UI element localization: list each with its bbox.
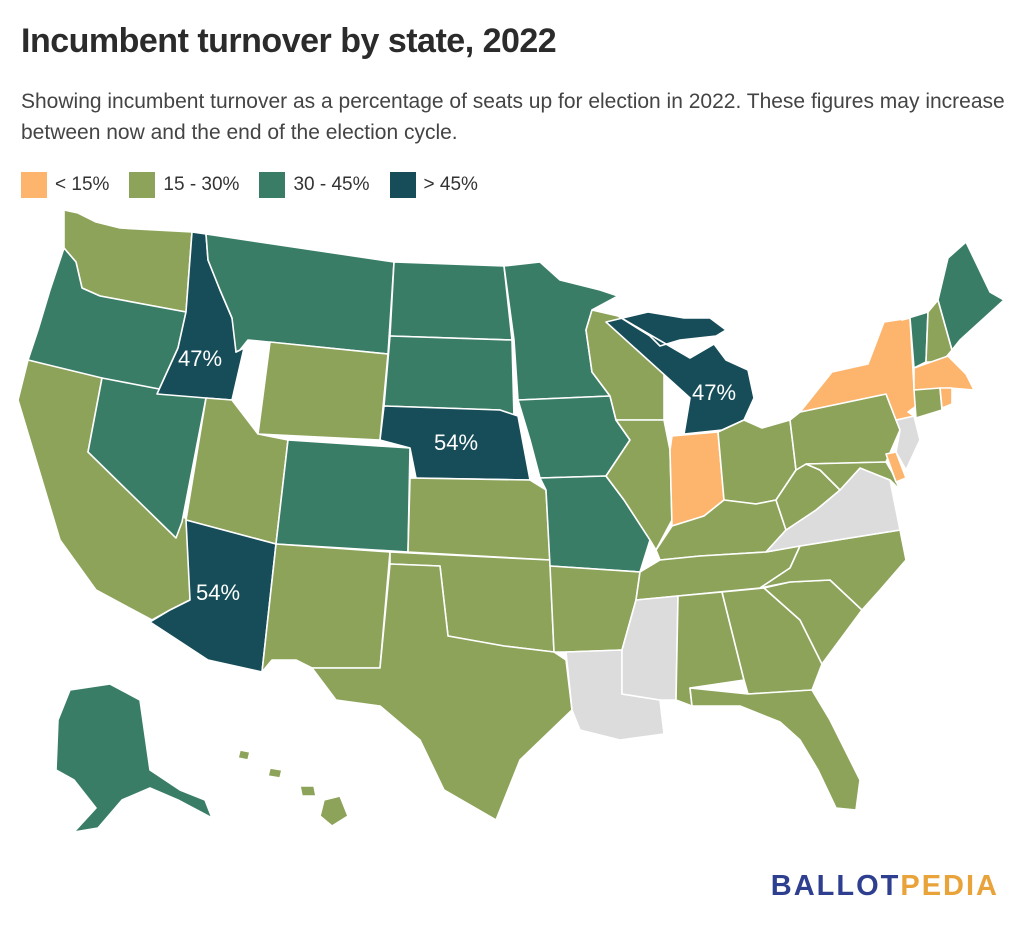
label-ne: 54% (434, 430, 478, 455)
state-co[interactable] (275, 439, 411, 553)
label-az: 54% (196, 580, 240, 605)
legend-swatch (21, 172, 47, 198)
state-ri[interactable] (939, 387, 953, 409)
state-sd[interactable] (383, 335, 515, 419)
ballotpedia-logo: BALLOTPEDIA (771, 870, 999, 903)
label-mi: 47% (692, 380, 736, 405)
state-il[interactable] (605, 419, 673, 551)
state-tx[interactable] (311, 563, 573, 821)
state-ct[interactable] (913, 387, 943, 419)
state-de[interactable] (885, 451, 907, 483)
state-mt[interactable] (205, 233, 395, 355)
label-id: 47% (178, 346, 222, 371)
state-nd[interactable] (389, 261, 513, 341)
state-hi-oahu[interactable] (267, 767, 283, 779)
state-hi-maui[interactable] (299, 785, 317, 797)
state-ak[interactable] (55, 683, 213, 833)
legend-label: 15 - 30% (163, 174, 240, 195)
state-wy[interactable] (257, 341, 389, 441)
state-md[interactable] (805, 461, 901, 491)
state-hi-big[interactable] (319, 795, 349, 827)
state-hi-kauai[interactable] (237, 749, 251, 761)
legend-item-15-30: 15 - 30% (129, 172, 239, 198)
legend-label: 30 - 45% (293, 174, 370, 195)
legend-item-gt45: > 45% (389, 172, 478, 198)
state-ks[interactable] (407, 477, 551, 561)
map-title: Incumbent turnover by state, 2022 (21, 22, 557, 60)
state-me[interactable] (937, 241, 1005, 351)
legend-label: > 45% (423, 174, 478, 195)
state-vt[interactable] (901, 311, 929, 369)
legend-swatch (129, 172, 156, 198)
logo-part1: BALLOT (770, 870, 901, 902)
legend: < 15% 15 - 30% 30 - 45% > 45% (21, 172, 478, 198)
legend-item-30-45: 30 - 45% (259, 172, 370, 198)
logo-part2: PEDIA (900, 870, 999, 902)
legend-label: < 15% (55, 174, 110, 195)
state-nm[interactable] (261, 543, 391, 673)
legend-swatch (389, 172, 416, 198)
map-subtitle: Showing incumbent turnover as a percenta… (21, 90, 1005, 144)
state-nc[interactable] (759, 529, 907, 611)
state-fl[interactable] (689, 687, 861, 811)
legend-swatch (259, 172, 286, 198)
legend-item-lt15: < 15% (21, 172, 109, 198)
state-labels: 47% 47% 54% 54% (178, 346, 736, 605)
states-layer (17, 209, 1005, 833)
